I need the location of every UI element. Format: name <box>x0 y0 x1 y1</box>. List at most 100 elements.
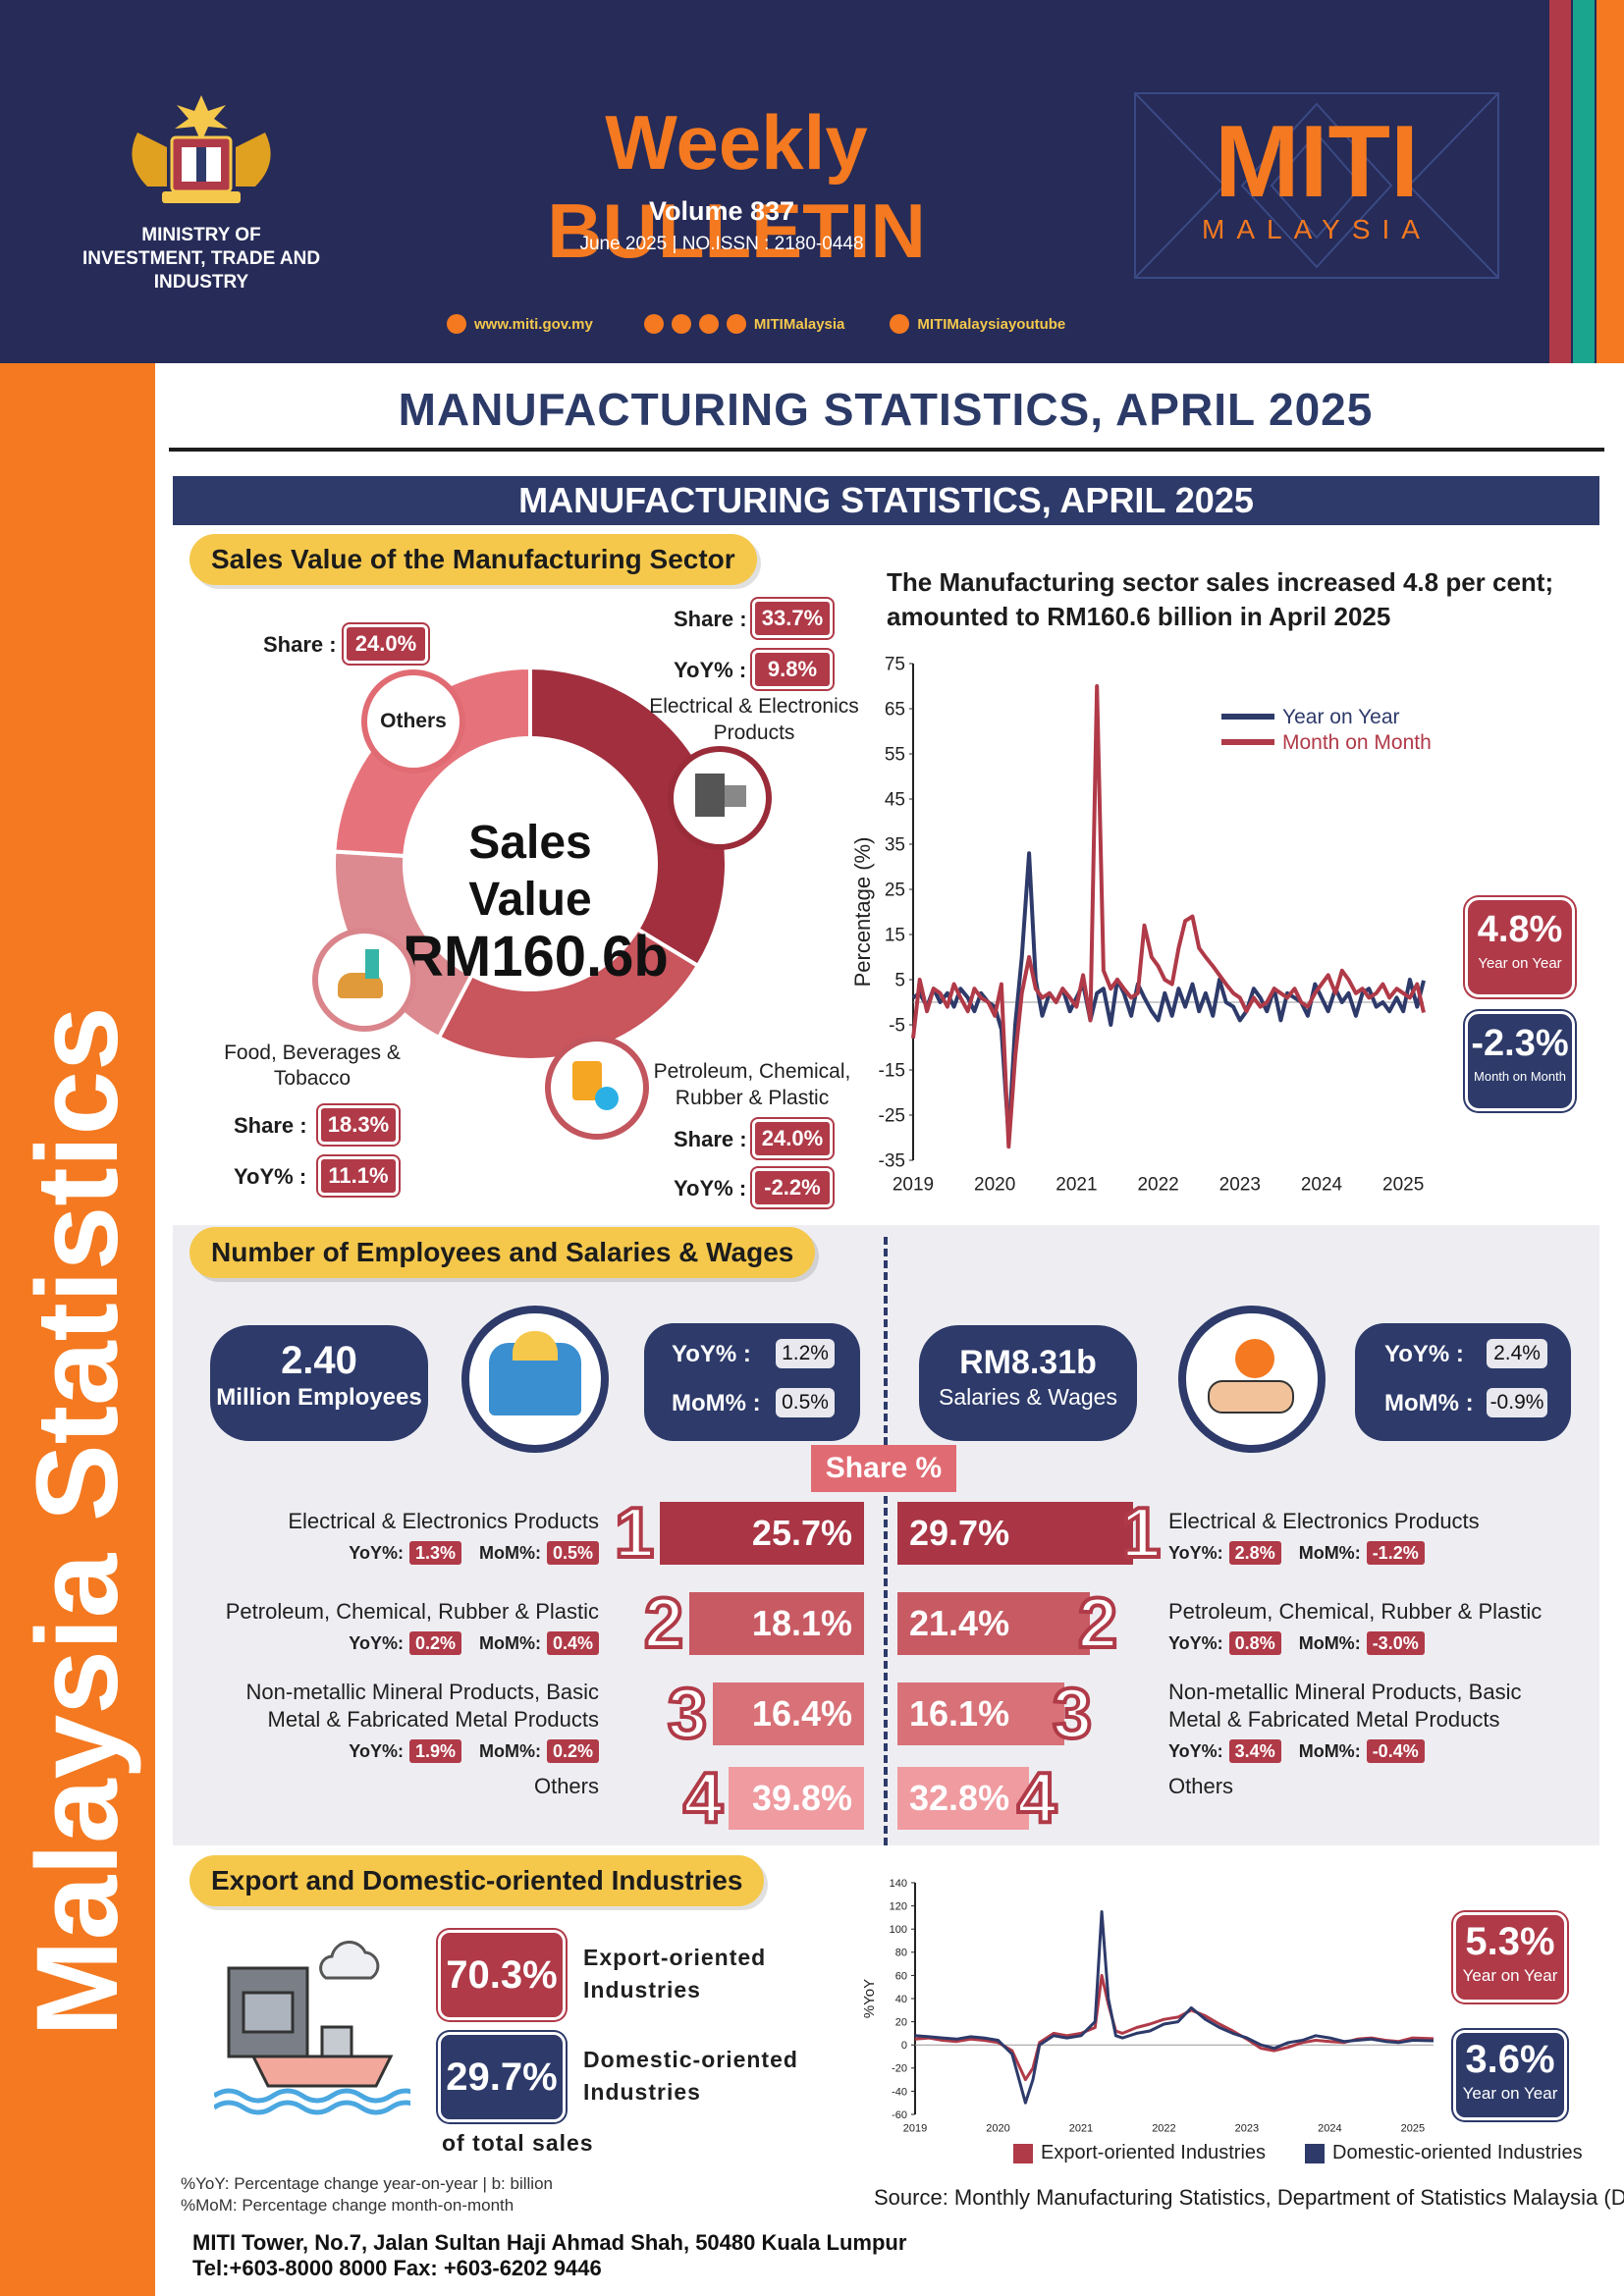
domestic-yoy-caption: Year on Year <box>1462 2084 1558 2103</box>
series-line-2 <box>914 1910 1435 2105</box>
right-industry-name-line1-1: Electrical & Electronics Products <box>1168 1509 1480 1533</box>
emp-mom-value: 0.5% <box>776 1388 835 1417</box>
source-note: Source: Monthly Manufacturing Statistics… <box>874 2185 1624 2210</box>
emp-yoy-value: 1.2% <box>776 1339 835 1368</box>
accent-stripe-green <box>1573 0 1595 363</box>
right-rank-3: 3 <box>1051 1673 1094 1755</box>
sales-section-pill: Sales Value of the Manufacturing Sector <box>189 534 757 585</box>
sal-mom-value: -0.9% <box>1487 1388 1547 1417</box>
title-divider <box>169 448 1604 452</box>
sal-yoy-label: YoY% : <box>1384 1341 1464 1367</box>
employees-change-box: YoY% : 1.2% MoM% : 0.5% <box>644 1323 860 1441</box>
website-link[interactable]: www.miti.gov.my <box>474 315 593 333</box>
food-share-label: Share : <box>234 1113 307 1138</box>
mom-badge: 0.5% <box>546 1541 599 1565</box>
petro-yoy-value: -2.2% <box>752 1168 833 1207</box>
coat-of-arms-icon <box>132 95 271 203</box>
electronics-icon <box>668 746 772 850</box>
employees-caption: Million Employees <box>216 1384 422 1411</box>
domestic-yoy-value: 3.6% <box>1465 2038 1555 2081</box>
left-industry-name-line1-3: Non-metallic Mineral Products, Basic <box>245 1680 599 1704</box>
mom-badge: -1.2% <box>1366 1541 1425 1565</box>
x-tick-label: 2023 <box>1219 1174 1261 1195</box>
employees-value: 2.40 <box>281 1339 357 1382</box>
employees-section-pill: Number of Employees and Salaries & Wages <box>189 1227 816 1278</box>
left-industry-name-line1-4: Others <box>533 1774 599 1798</box>
x-tick-label: 2025 <box>1401 2123 1425 2135</box>
left-rank-3: 3 <box>666 1673 709 1755</box>
footnote-yoy: %YoY: Percentage change year-on-year | b… <box>181 2174 553 2193</box>
facebook-icon[interactable] <box>643 314 664 334</box>
mom-tag: MoM%: <box>478 1633 541 1653</box>
pattern-decoration <box>1136 94 1497 277</box>
mom-tag: MoM%: <box>478 1741 541 1761</box>
left-rank-2: 2 <box>642 1582 685 1665</box>
page-title: MANUFACTURING STATISTICS, APRIL 2025 <box>398 384 1374 435</box>
right-rank-4: 4 <box>1015 1757 1058 1840</box>
mom-tag: MoM%: <box>1298 1741 1361 1761</box>
left-industry-name-line1-1: Electrical & Electronics Products <box>288 1509 599 1533</box>
yoy-badge: 1.3% <box>408 1541 461 1565</box>
right-industry-change-2: YoY%: 0.8% MoM%: -3.0% <box>1168 1629 1542 1657</box>
right-industry-name-4: Others <box>1168 1773 1233 1800</box>
emp-yoy-label: YoY% : <box>672 1341 751 1367</box>
chemical-icon <box>545 1036 649 1140</box>
y-tick-label: 25 <box>885 881 905 901</box>
food-icon <box>312 928 416 1032</box>
left-industry-name-line1-2: Petroleum, Chemical, Rubber & Plastic <box>225 1599 599 1624</box>
of-total-sales: of total sales <box>442 2130 594 2156</box>
y-tick-label: 35 <box>885 835 905 856</box>
ministry-name-line1: MINISTRY OF <box>141 225 261 245</box>
export-legend-label: Export-oriented Industries <box>1041 2142 1267 2163</box>
miti-wordmark: MITI <box>1215 105 1419 219</box>
yoy-tag: YoY%: <box>1168 1633 1223 1653</box>
footer-contact: Tel:+603-8000 8000 Fax: +603-6202 9446 <box>192 2256 602 2280</box>
left-industry-change-1: YoY%: 1.3% MoM%: 0.5% <box>288 1539 599 1567</box>
youtube-icon[interactable] <box>890 314 910 334</box>
emp-mom-label: MoM% : <box>672 1390 761 1416</box>
petro-yoy-label: YoY% : <box>674 1176 747 1201</box>
header-banner: MINISTRY OF INVESTMENT, TRADE AND INDUST… <box>0 0 1624 363</box>
ee-share-value: 33.7% <box>752 599 833 638</box>
petro-share-value: 24.0% <box>752 1119 833 1158</box>
accent-stripe-red <box>1549 0 1571 363</box>
twitter-icon[interactable] <box>698 314 719 334</box>
globe-icon <box>447 314 466 334</box>
share-header: Share % <box>811 1445 956 1492</box>
yoy-callout-caption: Year on Year <box>1478 955 1562 972</box>
sidebar-band: Malaysia Statistics <box>0 363 155 2296</box>
export-yoy-value: 5.3% <box>1465 1920 1555 1963</box>
salaries-caption: Salaries & Wages <box>939 1384 1117 1410</box>
y-tick-label: -5 <box>889 1016 905 1037</box>
export-yoy-callout: 5.3% Year on Year <box>1453 1912 1567 2002</box>
y-tick-label: -15 <box>879 1061 905 1082</box>
linkedin-icon[interactable] <box>726 314 746 334</box>
left-industry-name-2: Petroleum, Chemical, Rubber & Plastic YoY… <box>226 1598 599 1657</box>
right-industry-change-1: YoY%: 2.8% MoM%: -1.2% <box>1168 1539 1480 1567</box>
left-share-bar-2: 18.1% <box>689 1592 864 1655</box>
section-banner: MANUFACTURING STATISTICS, APRIL 2025 <box>173 476 1599 525</box>
x-tick-label: 2019 <box>893 1174 934 1195</box>
petro-share-label: Share : <box>674 1127 747 1151</box>
ee-share-label: Share : <box>674 607 747 631</box>
youtube-handle[interactable]: MITIMalaysiayoutube <box>917 315 1066 333</box>
mom-callout-caption: Month on Month <box>1474 1069 1566 1084</box>
yoy-tag: YoY%: <box>349 1543 404 1563</box>
right-share-bar-3: 16.1% <box>897 1682 1064 1745</box>
chart-headline-line2: amounted to RM160.6 billion in April 202… <box>887 602 1391 631</box>
right-industry-name-line2-3: Metal & Fabricated Metal Products <box>1168 1707 1500 1732</box>
export-section-pill: Export and Domestic-oriented Industries <box>189 1855 765 1906</box>
left-rank-4: 4 <box>681 1757 725 1840</box>
y-tick-label: -35 <box>879 1151 905 1172</box>
yoy-callout-value: 4.8% <box>1477 909 1563 950</box>
y-tick-label: 140 <box>890 1878 907 1890</box>
ee-yoy-label: YoY% : <box>674 658 747 682</box>
ee-name-line2: Products <box>713 721 795 744</box>
x-tick-label: 2022 <box>1152 2123 1175 2135</box>
yoy-tag: YoY%: <box>1168 1543 1223 1563</box>
mom-tag: MoM%: <box>1298 1633 1361 1653</box>
instagram-icon[interactable] <box>671 314 691 334</box>
export-yoy-caption: Year on Year <box>1462 1966 1558 1985</box>
left-share-bar-4: 39.8% <box>729 1767 864 1830</box>
social-handle[interactable]: MITIMalaysia <box>753 315 845 333</box>
